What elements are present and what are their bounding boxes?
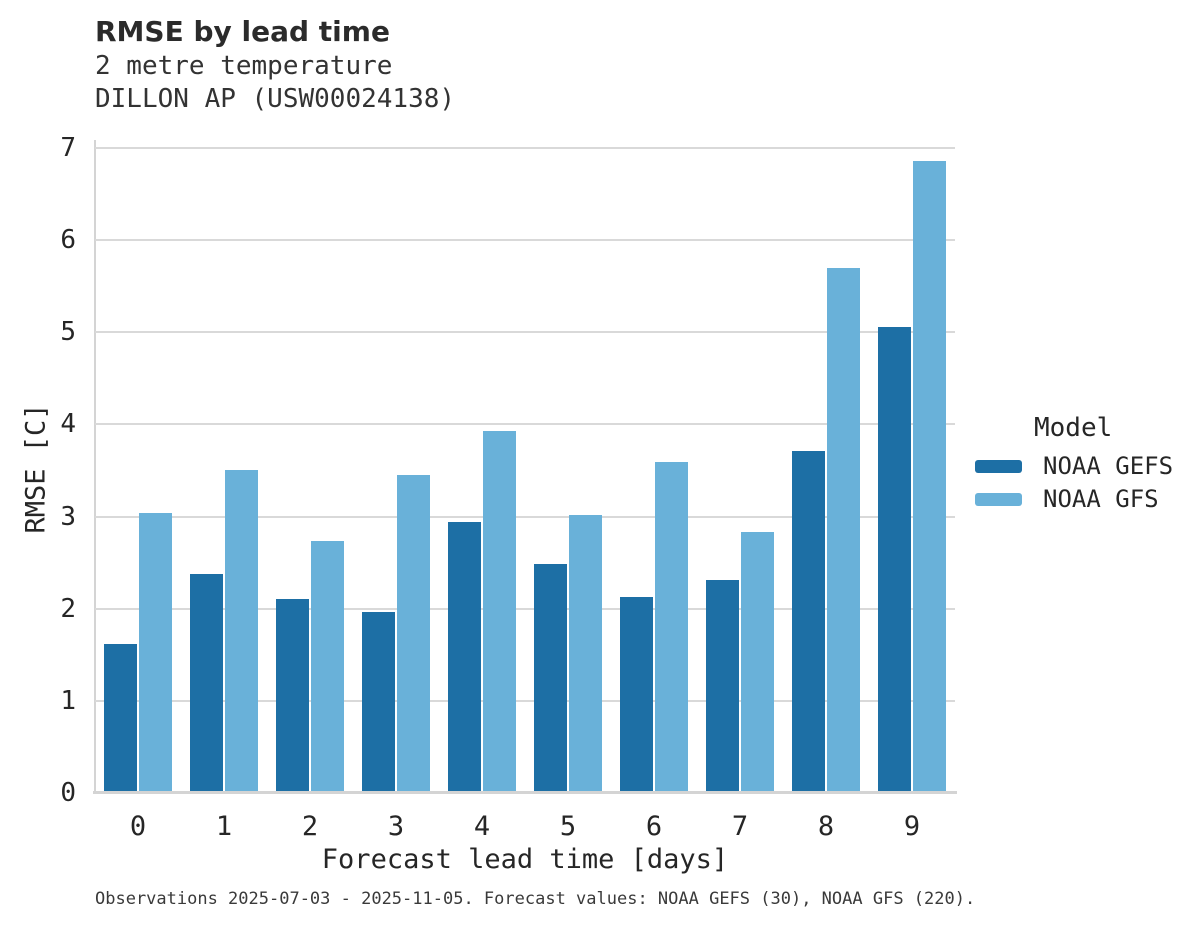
x-tick-label-6: 6: [645, 811, 663, 842]
legend-item-noaa-gfs: NOAA GFS: [975, 484, 1173, 514]
bar-noaa-gfs-lead-3: [397, 475, 430, 793]
legend-label: NOAA GEFS: [1043, 452, 1174, 480]
x-tick-label-9: 9: [903, 811, 921, 842]
x-tick-label-5: 5: [559, 811, 577, 842]
bar-noaa-gfs-lead-1: [225, 470, 258, 793]
y-tick-label-4: 4: [60, 409, 76, 439]
bar-noaa-gefs-lead-7: [706, 580, 739, 793]
plot-area: [95, 147, 955, 793]
bar-noaa-gefs-lead-8: [792, 451, 825, 793]
y-axis-spine: [94, 140, 96, 793]
y-tick-label-5: 5: [60, 317, 76, 347]
x-tick-label-1: 1: [215, 811, 233, 842]
bar-noaa-gfs-lead-5: [569, 515, 602, 793]
bar-noaa-gfs-lead-7: [741, 532, 774, 793]
footer-note: Observations 2025-07-03 - 2025-11-05. Fo…: [95, 889, 976, 909]
x-tick-label-0: 0: [129, 811, 147, 842]
bar-noaa-gefs-lead-1: [190, 574, 223, 793]
legend-title: Model: [1034, 413, 1113, 443]
legend-swatch-noaa-gfs: [975, 492, 1022, 506]
bar-noaa-gefs-lead-4: [448, 522, 481, 793]
bar-noaa-gefs-lead-0: [104, 644, 137, 793]
y-tick-label-2: 2: [60, 594, 76, 624]
x-tick-label-2: 2: [301, 811, 319, 842]
x-axis-spine: [93, 791, 957, 794]
bar-noaa-gefs-lead-2: [276, 599, 309, 793]
chart-subtitle-station: DILLON AP (USW00024138): [95, 84, 456, 114]
legend-label: NOAA GFS: [1043, 485, 1159, 513]
y-tick-label-7: 7: [60, 133, 76, 163]
gridline-y1: [95, 699, 955, 702]
bar-noaa-gefs-lead-6: [620, 597, 653, 793]
bar-noaa-gfs-lead-0: [139, 513, 172, 793]
x-tick-label-4: 4: [473, 811, 491, 842]
x-tick-label-3: 3: [387, 811, 405, 842]
y-tick-label-3: 3: [60, 502, 76, 532]
gridline-y2: [95, 607, 955, 610]
bar-noaa-gfs-lead-2: [311, 541, 344, 793]
bar-noaa-gefs-lead-5: [534, 564, 567, 793]
bar-noaa-gefs-lead-3: [362, 612, 395, 793]
x-tick-label-8: 8: [817, 811, 835, 842]
x-axis-title: Forecast lead time [days]: [321, 844, 729, 875]
bar-noaa-gfs-lead-4: [483, 431, 516, 793]
legend-swatch-noaa-gefs: [975, 459, 1022, 473]
bar-noaa-gfs-lead-6: [655, 462, 688, 793]
legend: Model NOAA GEFS NOAA GFS: [975, 413, 1173, 517]
legend-item-noaa-gefs: NOAA GEFS: [975, 451, 1173, 481]
chart-title: RMSE by lead time: [95, 15, 390, 48]
gridline-y5: [95, 331, 955, 334]
x-tick-label-7: 7: [731, 811, 749, 842]
bar-noaa-gefs-lead-9: [878, 327, 911, 793]
y-tick-label-1: 1: [60, 686, 76, 716]
y-tick-label-0: 0: [60, 778, 76, 808]
y-tick-label-6: 6: [60, 225, 76, 255]
bar-noaa-gfs-lead-9: [913, 161, 946, 793]
gridline-y3: [95, 515, 955, 518]
chart-header: RMSE by lead time 2 metre temperature DI…: [95, 14, 455, 116]
gridline-y6: [95, 239, 955, 242]
bar-noaa-gfs-lead-8: [827, 268, 860, 793]
gridline-y7: [95, 147, 955, 149]
chart-subtitle-variable: 2 metre temperature: [95, 51, 393, 81]
gridline-y4: [95, 423, 955, 426]
